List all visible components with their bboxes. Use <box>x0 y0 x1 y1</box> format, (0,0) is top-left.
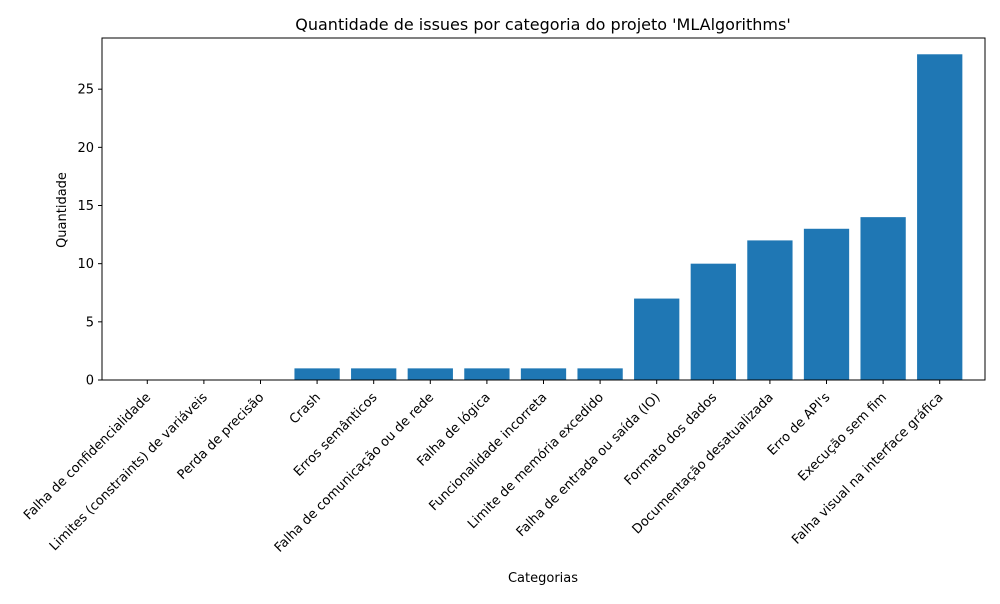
bar <box>747 240 793 380</box>
y-tick-label: 25 <box>77 83 94 98</box>
y-tick-label: 0 <box>86 374 94 389</box>
y-ticks-group: 0 5 10 15 20 25 <box>77 83 102 389</box>
bar <box>520 368 567 380</box>
bar <box>860 217 906 380</box>
bar <box>464 368 510 380</box>
bar <box>294 368 340 380</box>
bars-group <box>294 54 963 381</box>
bar <box>690 263 736 380</box>
plot-frame <box>101 37 986 381</box>
x-axis-label: Categorias <box>508 571 578 586</box>
bar <box>803 228 850 380</box>
bar <box>407 368 453 380</box>
x-tick-label: Funcionalidade incorreta <box>426 390 550 514</box>
x-tick-label: Crash <box>287 390 324 427</box>
bar <box>634 298 680 380</box>
y-tick-label: 10 <box>77 257 94 272</box>
chart-title: Quantidade de issues por categoria do pr… <box>295 15 790 34</box>
bar <box>917 54 963 381</box>
y-tick-label: 20 <box>77 141 94 156</box>
y-tick-label: 15 <box>77 199 94 214</box>
y-tick-label: 5 <box>86 315 94 330</box>
bar <box>351 368 397 380</box>
bar <box>577 368 623 380</box>
x-tick-label: Formato dos dados <box>622 390 721 489</box>
y-axis-label: Quantidade <box>55 172 70 248</box>
